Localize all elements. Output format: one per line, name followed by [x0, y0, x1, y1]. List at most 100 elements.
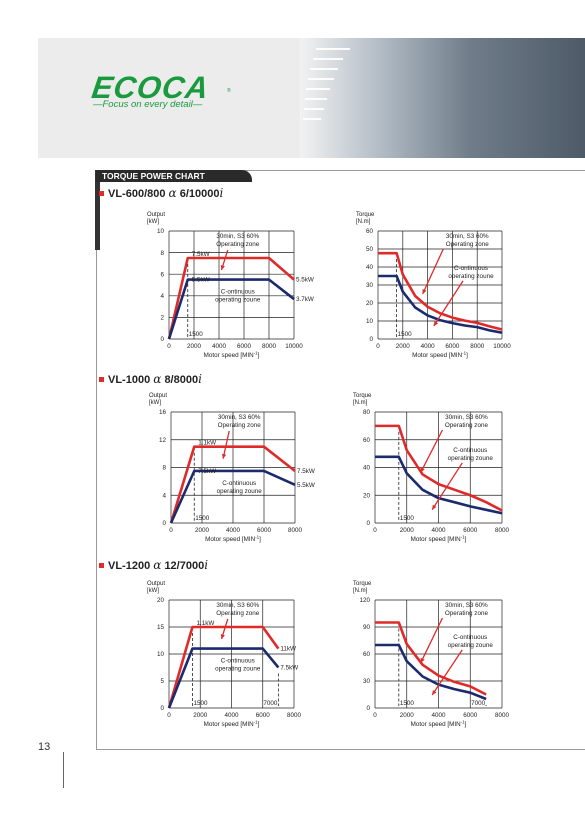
s3-rated-label: 1.1kW — [196, 620, 214, 627]
model-name: VL-1200 — [108, 560, 151, 572]
y-tick-label: 8 — [162, 465, 166, 472]
y-axis-title: Torque — [353, 393, 372, 399]
x-tick-label: 8000 — [287, 712, 302, 719]
base-speed-label: 1500 — [398, 331, 413, 338]
y-tick-label: 10 — [157, 651, 165, 658]
y-tick-label: 90 — [363, 624, 371, 631]
s3-zone-arrow-head — [221, 453, 227, 459]
continuous-end-label: 7.5kW — [280, 665, 298, 672]
continuous-zone-label: C-ontinuous — [453, 447, 487, 454]
content-frame — [96, 170, 585, 750]
y-tick-label: 60 — [363, 437, 371, 444]
y-tick-label: 15 — [157, 624, 165, 631]
s3-zone-arrow-head — [420, 467, 425, 473]
continuous-operating-line — [375, 643, 487, 701]
s3-zone-label: Operating zone — [445, 422, 489, 429]
x-tick-label: 6000 — [445, 343, 460, 350]
x-tick-label: 8000 — [495, 712, 510, 719]
continuous-zone-arrow — [433, 280, 464, 327]
x-axis-title: Motor speed [MIN-1] — [412, 351, 468, 360]
continuous-zone-arrow-head — [433, 321, 439, 327]
x-tick-label: 2000 — [193, 712, 208, 719]
continuous-zone-label: C-ontinuous — [221, 658, 255, 665]
continuous-rated-label: 7.5kW — [198, 468, 216, 475]
x-axis-title: Motor speed [MIN-1] — [205, 535, 261, 544]
y-axis-title: Torque — [356, 212, 375, 218]
frame-accent-bar — [95, 170, 100, 250]
x-tick-label: 0 — [376, 343, 380, 350]
model-spec-i: i — [204, 558, 209, 572]
s3-operating-line — [378, 251, 503, 331]
x-tick-label: 2000 — [187, 343, 202, 350]
x-tick-label: 4000 — [431, 527, 446, 534]
continuous-operating-line — [378, 274, 503, 334]
s3-operating-line — [169, 445, 296, 524]
continuous-zone-label: C-ontinuous — [454, 265, 488, 272]
y-axis-title: Output — [147, 212, 165, 218]
s3-end-label: 5.5kW — [296, 277, 314, 284]
header-gradient — [300, 38, 585, 158]
bullet-square — [99, 376, 104, 382]
bullet-square — [99, 562, 104, 568]
y-tick-label: 16 — [159, 409, 167, 416]
y-tick-label: 12 — [159, 437, 167, 444]
continuous-zone-label: operating zoune — [215, 297, 261, 304]
x-tick-label: 8000 — [495, 527, 510, 534]
y-tick-label: 4 — [162, 492, 166, 499]
base-speed-label: 1500 — [400, 700, 415, 707]
y-tick-label: 20 — [157, 597, 165, 604]
s3-zone-arrow-head — [220, 634, 225, 639]
x-tick-label: 6000 — [237, 343, 252, 350]
model-heading-1: VL-600/800 α 6/10000i — [99, 186, 223, 200]
y-axis-unit: [kW] — [147, 588, 159, 594]
y-tick-label: 10 — [157, 228, 165, 235]
y-tick-label: 0 — [369, 336, 373, 343]
base-speed-label: 1500 — [400, 515, 415, 522]
y-tick-label: 0 — [162, 520, 166, 527]
y-tick-label: 120 — [359, 597, 370, 604]
y-axis-unit: [N.m] — [356, 219, 371, 225]
y-tick-label: 0 — [366, 520, 370, 527]
s3-zone-arrow — [222, 430, 230, 459]
y-tick-label: 5 — [160, 678, 164, 685]
model-spec-i: i — [219, 186, 224, 200]
continuous-zone-label: C-ontinuous — [221, 289, 255, 296]
s3-zone-label: Operating zone — [446, 241, 490, 248]
y-tick-label: 10 — [366, 318, 374, 325]
model-spec: 6/10000 — [179, 188, 220, 200]
s3-operating-line — [167, 256, 295, 340]
x-tick-label: 4000 — [212, 343, 227, 350]
model-spec: 12/7000 — [164, 560, 205, 572]
x-tick-label: 0 — [167, 343, 171, 350]
model-name: VL-1000 — [108, 374, 151, 386]
s3-zone-label: 30min, S3 60% — [445, 602, 488, 609]
stripe — [308, 78, 334, 80]
continuous-operating-line — [375, 455, 503, 515]
y-tick-label: 8 — [160, 250, 164, 257]
s3-operating-line — [167, 625, 280, 709]
continuous-zone-arrow — [431, 462, 463, 511]
x-tick-label: 8000 — [470, 343, 485, 350]
continuous-zone-arrow-head — [432, 504, 437, 510]
logo-tagline: —Focus on every detail— — [93, 99, 203, 110]
stripe — [306, 88, 330, 90]
y-tick-label: 80 — [363, 409, 371, 416]
stripe — [316, 48, 350, 50]
x-tick-label: 6000 — [257, 527, 272, 534]
s3-zone-arrow-head — [220, 265, 225, 270]
x-axis-title: Motor speed [MIN-1] — [411, 535, 467, 544]
y-axis-unit: [kW] — [147, 219, 159, 225]
page-number-rule — [63, 752, 64, 788]
x-tick-label: 10000 — [285, 343, 303, 350]
s3-zone-label: 30min, S3 60% — [445, 414, 488, 421]
continuous-end-label: 5.5kW — [297, 482, 315, 489]
y-tick-label: 60 — [366, 228, 374, 235]
x-tick-label: 6000 — [463, 712, 478, 719]
continuous-zone-label: operating zoune — [217, 488, 263, 495]
s3-zone-arrow-head — [422, 288, 427, 294]
stripe — [305, 98, 327, 100]
y-tick-label: 2 — [160, 315, 164, 322]
s3-rated-label: 1.1kW — [198, 440, 216, 447]
